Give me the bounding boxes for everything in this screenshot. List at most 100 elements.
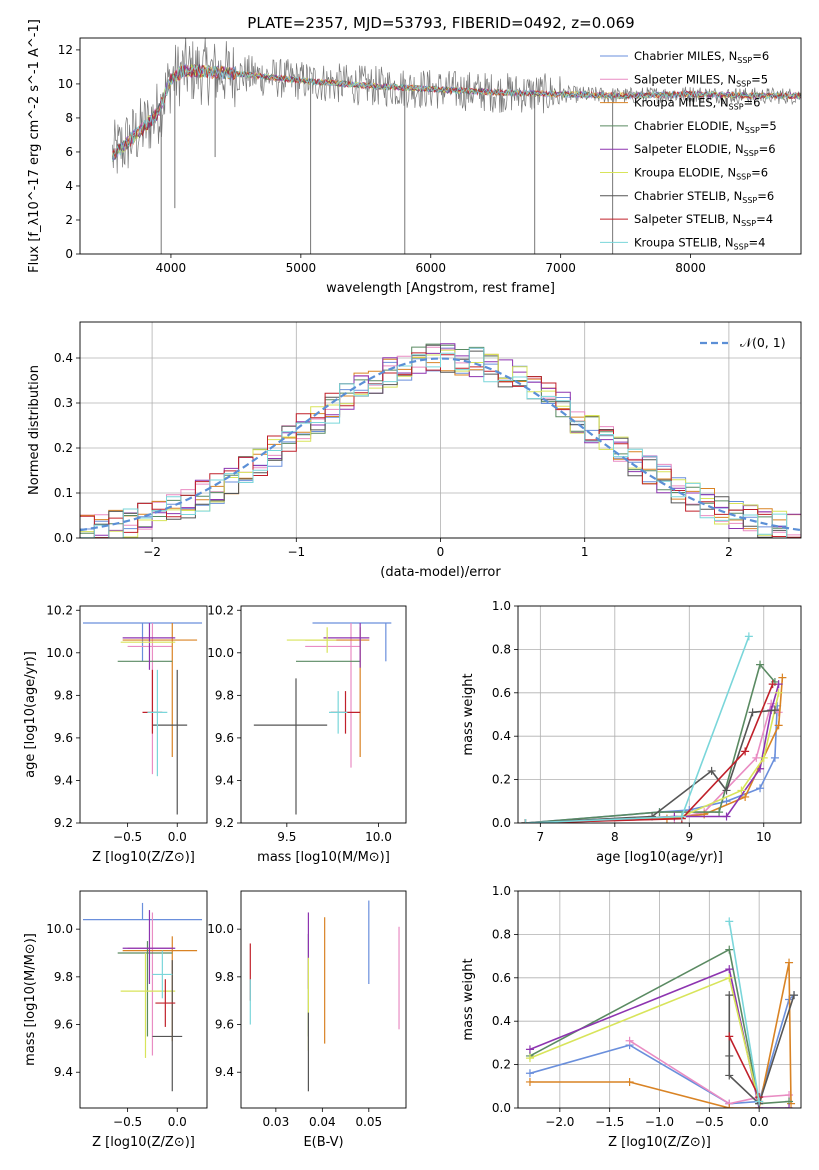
y-tick-label: 4 bbox=[65, 179, 73, 193]
x-tick-label: −0.5 bbox=[113, 1115, 142, 1129]
y-tick-label: 10.0 bbox=[46, 646, 73, 660]
plot-area-mass_vs_EBV bbox=[249, 900, 400, 1092]
weight-point bbox=[770, 706, 779, 715]
y-tick-label: 9.8 bbox=[54, 688, 73, 702]
x-tick-label: 7000 bbox=[545, 261, 576, 275]
weight-point bbox=[725, 973, 734, 982]
weight-point bbox=[755, 1097, 764, 1106]
y-tick-label: 0.2 bbox=[492, 773, 511, 787]
weight-point bbox=[722, 786, 731, 795]
x-axis-label: E(B-V) bbox=[303, 1135, 343, 1150]
y-tick-label: 9.4 bbox=[54, 1065, 73, 1079]
y-tick-label: 0.8 bbox=[492, 642, 511, 656]
x-tick-label: 9 bbox=[685, 830, 693, 844]
y-tick-label: 0.2 bbox=[492, 1058, 511, 1072]
weight-series-line bbox=[629, 1040, 790, 1105]
y-tick-label: 9.2 bbox=[215, 816, 234, 830]
y-tick-label: 0.0 bbox=[492, 816, 511, 830]
weight-point bbox=[785, 958, 794, 967]
x-axis-label: (data-model)/error bbox=[380, 565, 501, 580]
weight-point bbox=[741, 747, 750, 756]
panel-weight_vs_Z: −2.0 −1.5 −1.0 −0.5 0.0 0.0 0.2 0.4 0.6 0.8 1.0 Z [… bbox=[461, 884, 802, 1150]
weight-series-line bbox=[525, 683, 774, 823]
legend-label: Chabrier MILES, NSSP=6 bbox=[634, 49, 769, 65]
y-axis-label: Flux [f_λ10^-17 erg cm^-2 s^-1 A^-1] bbox=[27, 19, 42, 273]
axes-frame bbox=[517, 890, 802, 1109]
weight-point bbox=[774, 688, 783, 697]
x-tick-label: 0.04 bbox=[309, 1115, 336, 1129]
weight-point bbox=[759, 753, 768, 762]
plot-area-mass_vs_Z bbox=[82, 902, 203, 1092]
y-tick-label: 0.0 bbox=[492, 1101, 511, 1115]
x-tick-label: −0.5 bbox=[113, 830, 142, 844]
x-tick-label: 7 bbox=[537, 830, 545, 844]
weight-point bbox=[768, 680, 777, 689]
weight-point bbox=[748, 708, 757, 717]
y-tick-label: 9.4 bbox=[54, 773, 73, 787]
x-tick-label: 9.5 bbox=[277, 830, 296, 844]
weight-point bbox=[752, 753, 761, 762]
x-tick-label: −2 bbox=[143, 545, 161, 559]
plot-area-age_vs_mass bbox=[253, 622, 392, 815]
x-tick-label: 0 bbox=[437, 545, 445, 559]
panel-residuals: −2 −1 0 1 2 0.0 0.1 0.2 0.3 0.4 (data-model)/error… bbox=[27, 321, 802, 580]
weight-series-line bbox=[525, 683, 780, 823]
y-tick-label: 9.4 bbox=[215, 773, 234, 787]
legend-label: 𝒩(0, 1) bbox=[740, 335, 786, 350]
weight-point bbox=[756, 784, 765, 793]
weight-series-line bbox=[728, 921, 760, 1102]
weight-series-line bbox=[529, 976, 760, 1104]
y-axis-label: Normed distribution bbox=[27, 365, 42, 495]
axes-frame bbox=[79, 605, 208, 824]
panel-spectrum: 4000 5000 6000 7000 8000 0 2 4 6 8 10 12 wavelength … bbox=[27, 19, 802, 296]
y-tick-label: 0.4 bbox=[54, 351, 73, 365]
y-axis-label: mass weight bbox=[461, 958, 476, 1040]
x-tick-label: 0.0 bbox=[750, 1115, 769, 1129]
residual-histogram bbox=[80, 347, 801, 538]
axes-frame bbox=[517, 605, 802, 824]
legend-label: Chabrier ELODIE, NSSP=5 bbox=[634, 119, 777, 135]
y-tick-label: 10.2 bbox=[46, 603, 73, 617]
weight-series-line bbox=[728, 1036, 760, 1098]
weight-point bbox=[778, 673, 787, 682]
weight-point bbox=[725, 1071, 734, 1080]
x-tick-label: 2 bbox=[725, 545, 733, 559]
weight-point bbox=[521, 819, 530, 823]
weight-point bbox=[725, 1104, 734, 1108]
x-tick-label: −1.0 bbox=[645, 1115, 674, 1129]
weight-point bbox=[525, 1077, 534, 1086]
figure-title: PLATE=2357, MJD=53793, FIBERID=0492, z=0… bbox=[247, 14, 634, 32]
x-tick-label: 8000 bbox=[675, 261, 706, 275]
x-tick-label: 0.0 bbox=[168, 830, 187, 844]
weight-point bbox=[677, 812, 686, 821]
x-tick-label: 0.03 bbox=[262, 1115, 289, 1129]
weight-point bbox=[715, 808, 724, 817]
y-tick-label: 10.2 bbox=[207, 603, 234, 617]
y-tick-label: 8 bbox=[65, 111, 73, 125]
x-axis-label: mass [log10(M/M⊙)] bbox=[257, 850, 390, 865]
y-tick-label: 0 bbox=[65, 247, 73, 261]
y-axis-label: mass weight bbox=[461, 673, 476, 755]
legend-label: Kroupa STELIB, NSSP=4 bbox=[634, 235, 765, 251]
x-axis-label: Z [log10(Z/Z⊙)] bbox=[92, 1135, 195, 1150]
x-tick-label: −0.5 bbox=[695, 1115, 724, 1129]
axes-frame bbox=[79, 37, 802, 255]
x-tick-label: 10 bbox=[756, 830, 771, 844]
plot-area-spectrum bbox=[112, 38, 801, 254]
weight-point bbox=[625, 1036, 634, 1045]
weight-point bbox=[756, 764, 765, 773]
axes-frame bbox=[240, 605, 407, 824]
axes-frame bbox=[240, 890, 407, 1109]
weight-point bbox=[744, 632, 753, 641]
y-tick-label: 0.6 bbox=[492, 971, 511, 985]
y-tick-label: 9.8 bbox=[215, 688, 234, 702]
weight-series-line bbox=[530, 962, 792, 1108]
weight-point bbox=[707, 766, 716, 775]
x-tick-label: 6000 bbox=[415, 261, 446, 275]
x-tick-label: 0.05 bbox=[355, 1115, 382, 1129]
legend-label: Salpeter STELIB, NSSP=4 bbox=[634, 212, 773, 228]
y-tick-label: 0.0 bbox=[54, 531, 73, 545]
x-tick-label: 10.0 bbox=[365, 830, 392, 844]
x-tick-label: −2.0 bbox=[545, 1115, 574, 1129]
weight-series-line bbox=[529, 948, 790, 1105]
